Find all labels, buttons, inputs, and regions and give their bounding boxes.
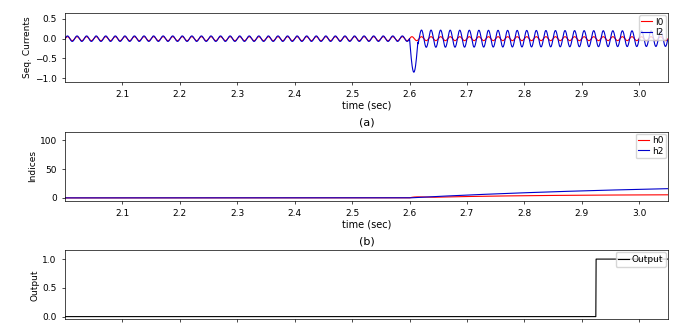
Output [613,257,621,261]
Legend: Output: Output [616,252,666,267]
h0 [166,196,175,200]
X-axis label: time (sec): time (sec) [342,219,391,230]
Output [167,315,175,319]
h0 [545,194,553,198]
I2 [61,37,69,41]
h0 [167,196,175,200]
Output [407,315,415,319]
I2 [613,45,621,49]
Legend: h0, h2: h0, h2 [636,134,666,158]
I2 [664,38,672,42]
I0 [82,35,90,39]
h0 [664,193,672,197]
h2 [407,196,415,200]
h2 [664,187,672,191]
h2 [167,196,175,200]
h0 [612,193,621,197]
X-axis label: time (sec): time (sec) [342,101,391,111]
Line: h2: h2 [65,189,668,198]
I2 [167,35,175,39]
Text: (b): (b) [359,237,374,247]
Y-axis label: Seq. Currents: Seq. Currents [23,17,32,78]
Output [61,315,69,319]
I2 [410,70,418,74]
I0 [61,37,69,41]
Line: I2: I2 [65,30,668,72]
I0 [167,36,175,39]
I2 [417,28,425,32]
h2 [612,188,621,192]
I0 [664,37,672,41]
Line: Output: Output [65,259,668,317]
I2 [407,50,415,54]
Y-axis label: Output: Output [31,269,40,301]
I2 [545,41,553,45]
h0 [407,196,415,200]
h2 [61,196,69,200]
I0 [613,39,621,43]
Output [166,315,175,319]
Output [604,257,612,261]
I0 [68,39,76,43]
h2 [545,190,553,194]
I0 [168,35,176,39]
Output [664,257,672,261]
Line: I0: I0 [65,37,668,41]
I2 [604,44,612,48]
Text: (a): (a) [359,118,374,128]
Output [545,315,553,319]
I2 [166,36,175,40]
h2 [166,196,175,200]
I0 [545,38,553,42]
h0 [61,196,69,200]
h2 [603,188,612,192]
Line: h0: h0 [65,195,668,198]
I0 [604,38,612,42]
I0 [407,35,415,39]
h0 [603,193,612,197]
Legend: I0, I2: I0, I2 [638,15,666,40]
Output [592,257,600,261]
Y-axis label: Indices: Indices [27,150,37,182]
